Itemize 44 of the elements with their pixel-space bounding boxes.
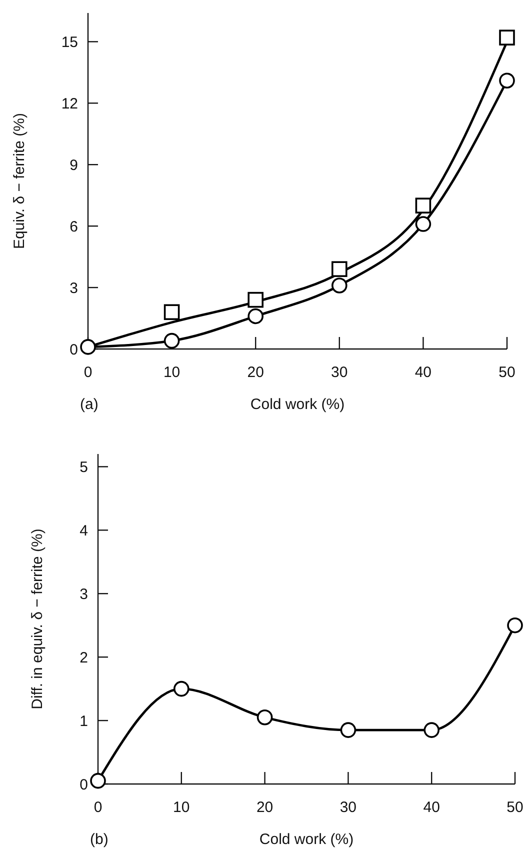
point (332, 278, 348, 294)
y-tick-label: 3 (70, 280, 78, 297)
x-tick-label: 10 (173, 799, 190, 816)
y-tick-label: 0 (70, 341, 78, 358)
point (174, 680, 190, 697)
y-tick-label: 2 (80, 649, 88, 666)
point (248, 292, 264, 308)
y-tick-label: 3 (80, 586, 88, 603)
point (415, 216, 432, 232)
y-axis-title: Equiv. δ − ferrite (%) (11, 112, 28, 250)
text: (b) (90, 831, 108, 848)
text: (a) (80, 396, 98, 413)
x-tick-label: 10 (163, 364, 180, 381)
x-tick-label: 40 (414, 364, 432, 381)
x-axis-title: Cold work (%) (250, 396, 345, 413)
point (256, 709, 273, 726)
point (499, 72, 515, 89)
x-tick-label: 20 (247, 364, 264, 381)
point (424, 722, 440, 738)
y-tick-label: 4 (80, 522, 88, 540)
point (340, 722, 356, 738)
y-tick-label: 9 (70, 156, 78, 174)
y-tick-label: 15 (61, 34, 78, 51)
point (507, 617, 523, 634)
y-axis-title: Diff. in equiv. δ − ferrite (%) (29, 528, 46, 710)
y-tick-label: 1 (80, 712, 88, 730)
point (332, 261, 348, 277)
x-tick-label: 50 (506, 799, 524, 816)
x-tick-label: 0 (94, 799, 102, 816)
point (164, 332, 180, 349)
point (248, 308, 264, 324)
x-tick-label: 30 (340, 799, 357, 816)
y-tick-label: 12 (61, 95, 78, 112)
x-tick-label: 40 (423, 799, 440, 816)
y-tick-label: 5 (80, 458, 88, 476)
x-axis-title: Cold work (%) (259, 831, 354, 848)
point (415, 198, 432, 214)
x-tick-label: 20 (256, 799, 274, 816)
point (164, 304, 180, 320)
x-tick-label: 50 (498, 364, 516, 381)
y-tick-label: 0 (80, 776, 88, 794)
y-tick-label: 6 (70, 218, 78, 236)
point (499, 30, 515, 46)
x-tick-label: 30 (331, 364, 348, 381)
